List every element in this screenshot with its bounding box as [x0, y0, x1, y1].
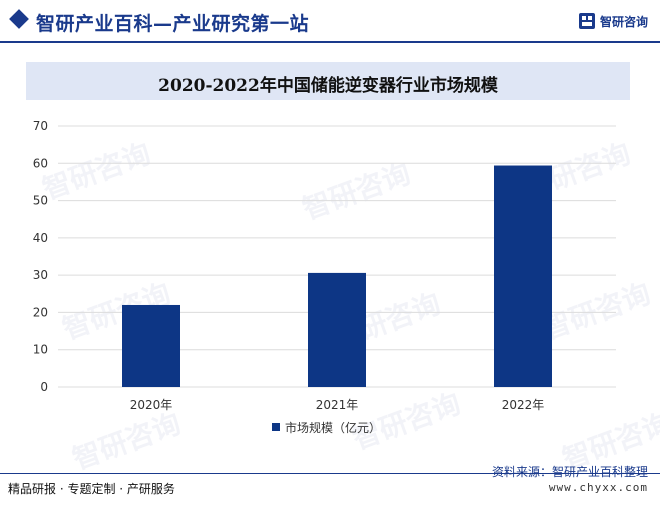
header-divider: [0, 41, 660, 43]
brand-name: 智研咨询: [599, 14, 648, 29]
brand: 智研咨询: [578, 12, 648, 30]
chart-title-band: 2020-2022年中国储能逆变器行业市场规模: [26, 62, 630, 100]
bar: [122, 304, 180, 387]
header-title: 智研产业百科—产业研究第一站: [36, 13, 310, 35]
diamond-icon: [9, 9, 29, 29]
y-tick-label: 0: [40, 380, 48, 394]
footer-source: 资料来源：智研产业百科整理: [491, 465, 648, 479]
footer-divider: [0, 473, 660, 474]
y-tick-label: 50: [33, 194, 48, 208]
y-tick-label: 40: [33, 231, 48, 245]
y-tick-label: 30: [33, 268, 48, 282]
y-tick-label: 10: [33, 343, 48, 357]
bar: [494, 165, 552, 387]
x-tick-label: 2022年: [502, 398, 545, 412]
footer-services: 精品研报 · 专题定制 · 产研服务: [8, 482, 175, 496]
bar: [308, 272, 366, 387]
brand-logo-icon: [578, 13, 595, 29]
legend-label: 市场规模（亿元）: [285, 420, 381, 435]
y-tick-label: 60: [33, 156, 48, 170]
x-tick-label: 2020年: [130, 398, 173, 412]
legend-swatch: [272, 423, 280, 431]
y-tick-label: 70: [33, 119, 48, 133]
y-tick-label: 20: [33, 305, 48, 319]
chart-title: 2020-2022年中国储能逆变器行业市场规模: [158, 76, 498, 96]
page-header: 智研产业百科—产业研究第一站 智研咨询: [0, 0, 660, 43]
x-tick-label: 2021年: [316, 398, 359, 412]
footer-url: www.chyxx.com: [548, 481, 648, 494]
